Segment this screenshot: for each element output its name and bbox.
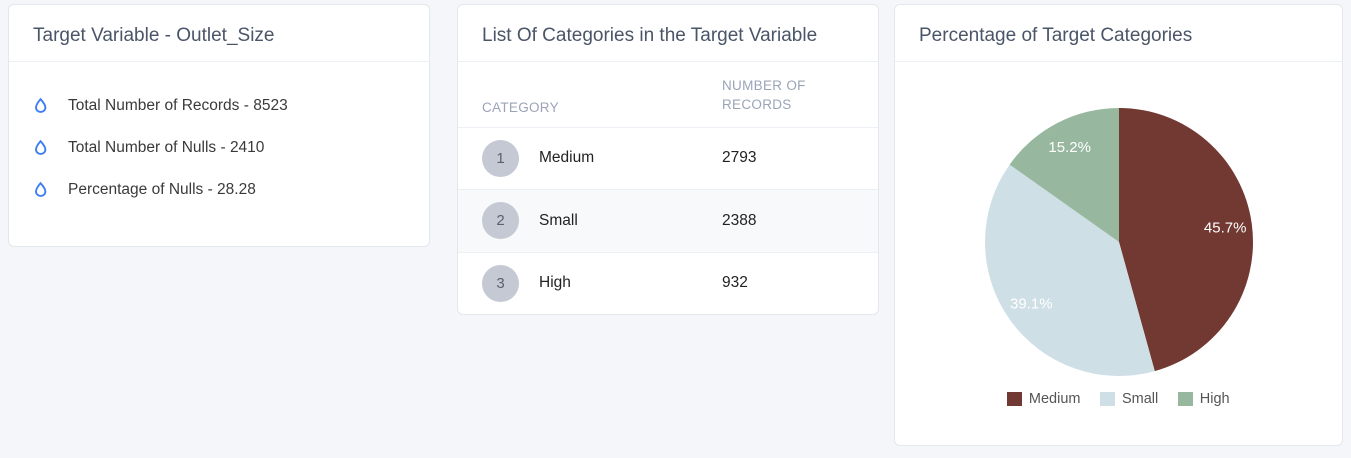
svg-text:15.2%: 15.2%: [1048, 139, 1091, 156]
svg-text:45.7%: 45.7%: [1204, 220, 1247, 237]
svg-text:39.1%: 39.1%: [1010, 296, 1053, 313]
